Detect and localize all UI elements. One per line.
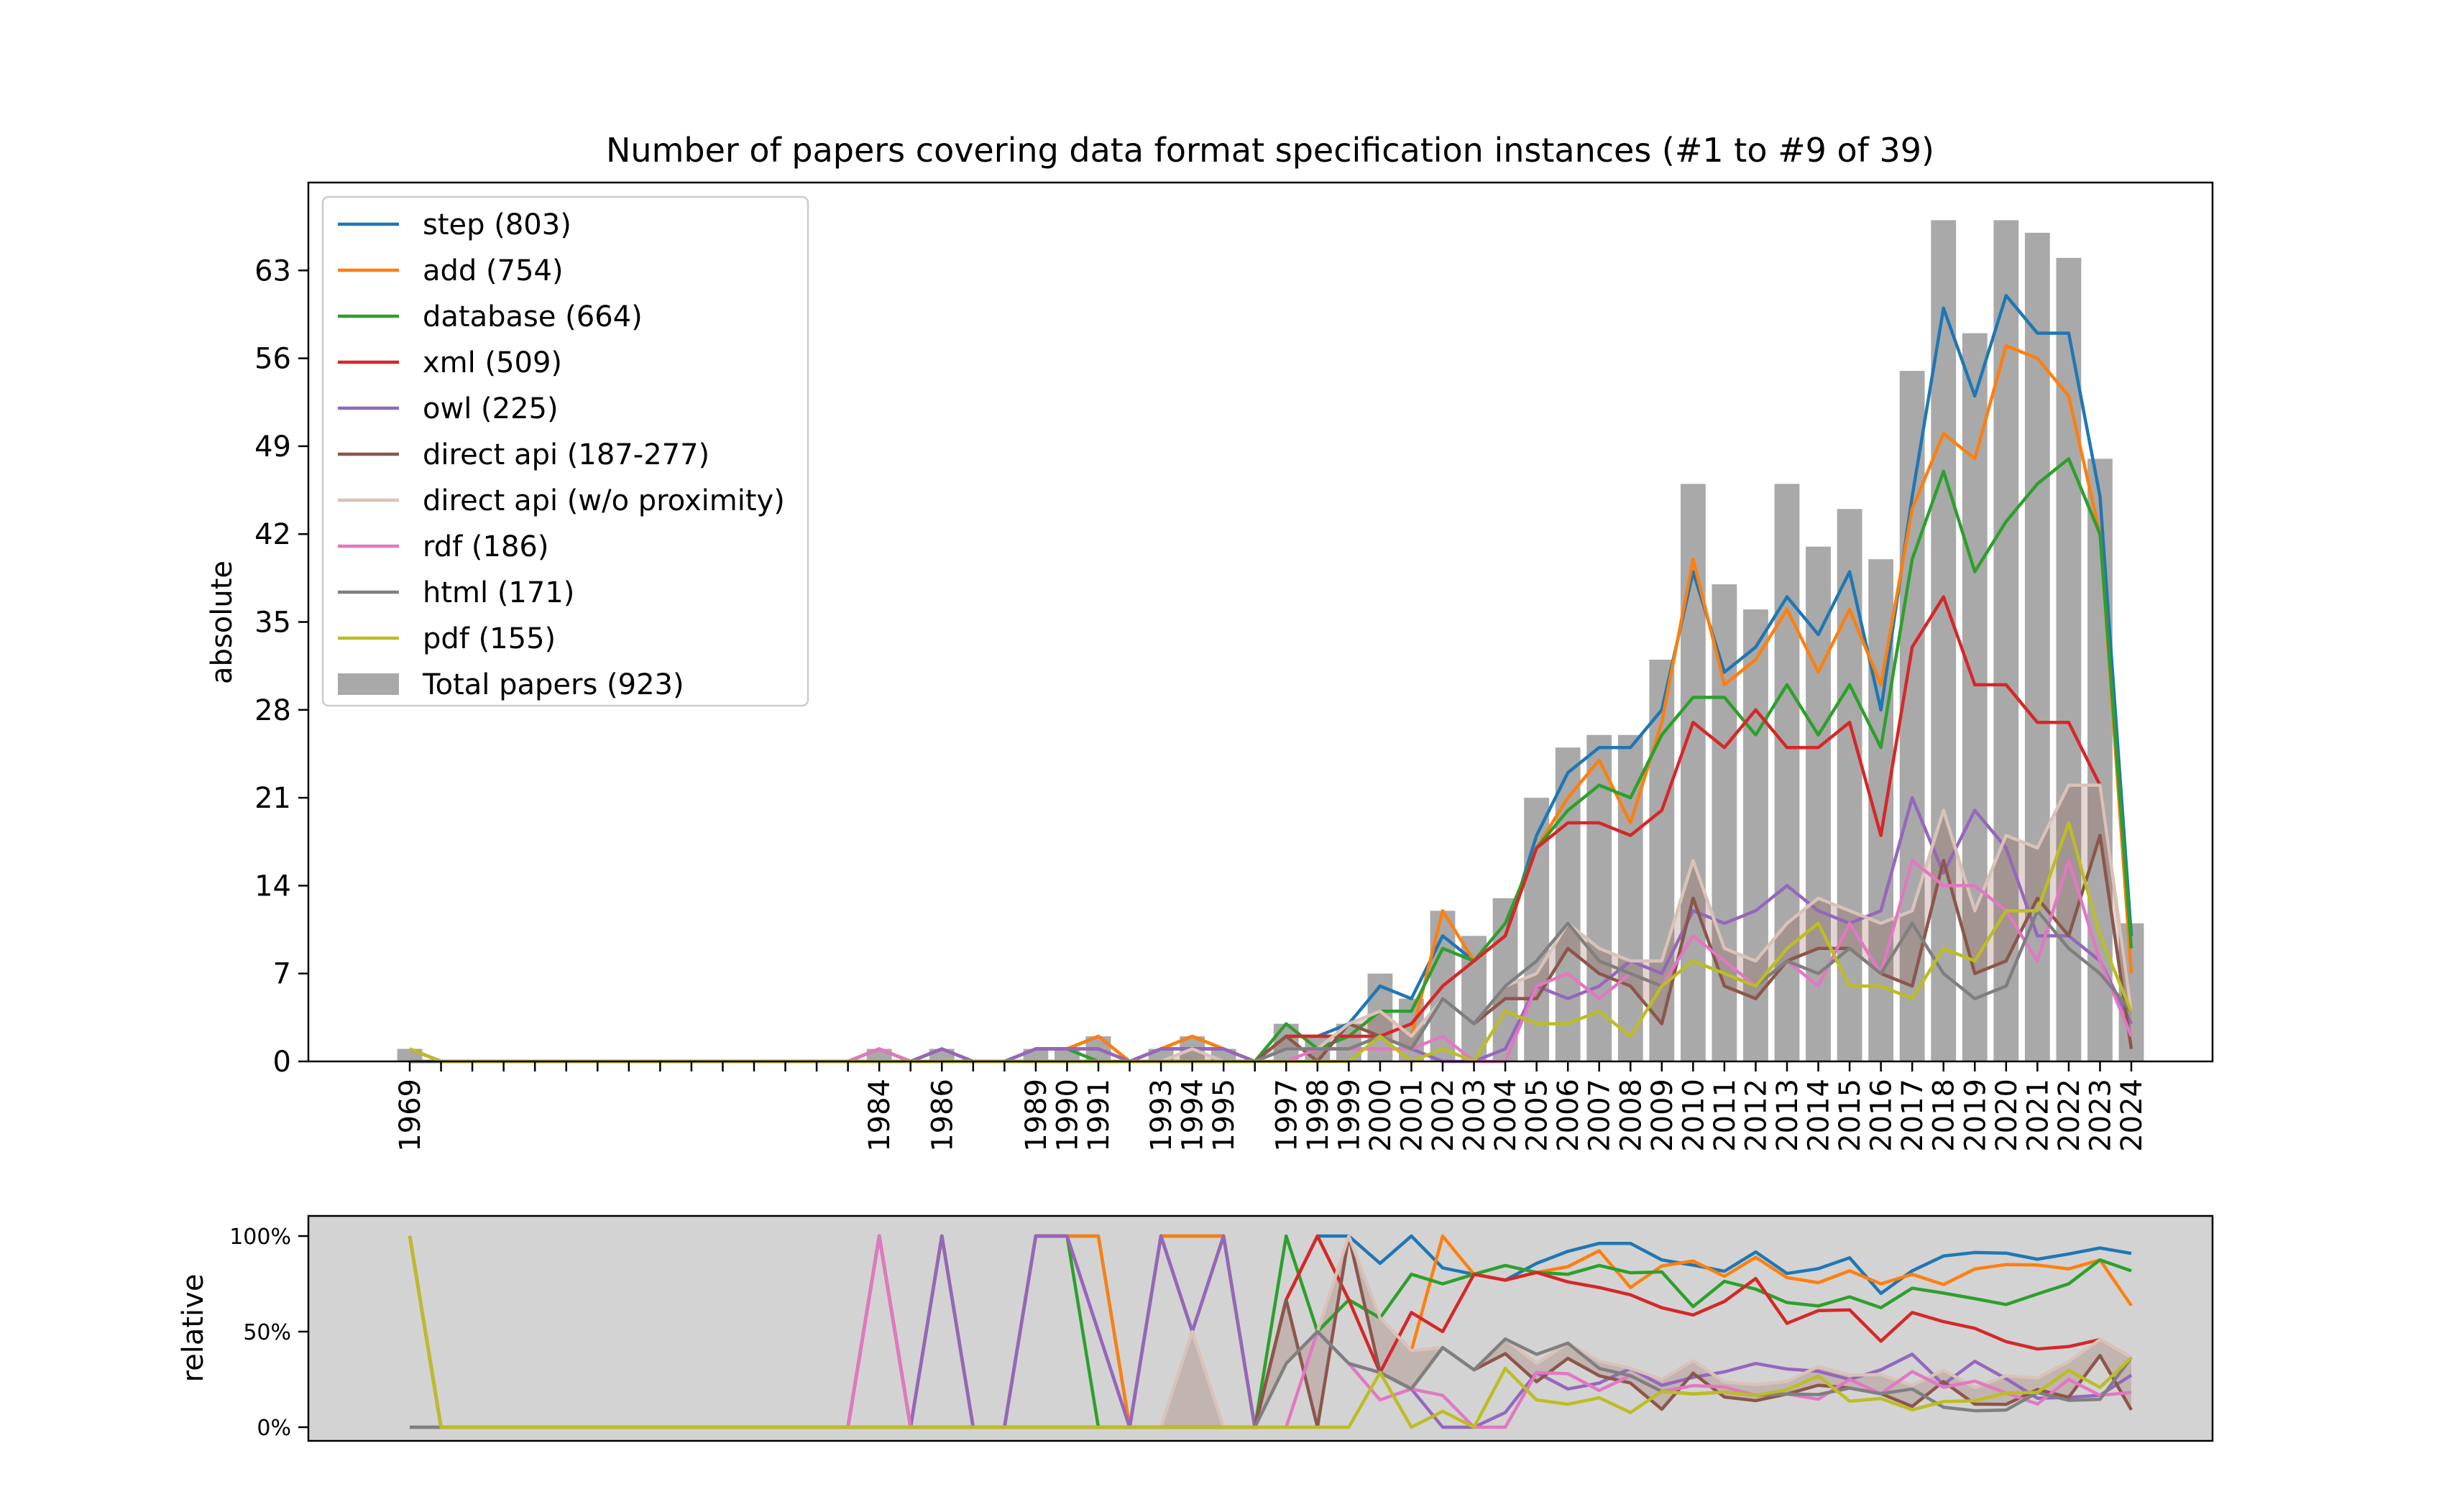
lower-axes: 0% 50% 100% relative [177,1214,2214,1442]
x-tick-label: 2024 [2115,1079,2149,1152]
y-tick-label: 28 [254,694,291,727]
y-tick-label: 21 [254,782,291,815]
x-tick-label: 1984 [863,1079,896,1152]
y-tick-label: 63 [254,254,291,287]
x-tick-label: 2017 [1896,1079,1929,1152]
x-tick-label: 2000 [1364,1079,1397,1152]
legend-label: Total papers (923) [422,668,684,701]
x-tick-label: 2013 [1771,1079,1804,1152]
x-tick-label: 1990 [1051,1079,1084,1152]
relative-y-axis-ticks: 0% 50% 100% [229,1225,308,1441]
relative-y-tick-label: 50% [243,1320,291,1345]
x-tick-label: 2019 [1959,1079,1992,1152]
bar-2008 [1617,734,1643,1061]
x-tick-label: 2010 [1677,1079,1710,1152]
y-tick-label: 0 [273,1046,291,1079]
x-tick-label: 1999 [1333,1079,1366,1152]
legend-label: html (171) [423,576,574,609]
y-axis-ticks: 0 7 14 21 28 35 42 49 56 63 [254,254,308,1079]
y-tick-label: 49 [254,430,291,464]
legend-label: xml (509) [423,346,562,379]
bar-2018 [1931,220,1957,1061]
x-tick-label: 2022 [2053,1079,2086,1152]
y-tick-label: 56 [254,343,291,376]
x-tick-label: 2023 [2084,1079,2117,1152]
x-tick-label: 2006 [1552,1079,1585,1152]
chart-title: Number of papers covering data format sp… [606,131,1934,170]
legend-label: step (803) [423,208,571,241]
x-tick-label: 2011 [1709,1079,1742,1152]
x-tick-label: 2004 [1489,1079,1522,1152]
y-tick-label: 35 [254,607,291,640]
y-tick-label: 14 [254,870,291,903]
y-axis-label: absolute [206,561,239,684]
legend-label: pdf (155) [423,622,556,655]
bar-2006 [1555,747,1581,1061]
x-tick-label: 1969 [394,1079,427,1152]
relative-direct-api-fill-area [410,1236,2131,1427]
relative-range-fill [410,1236,2131,1427]
x-tick-label: 2012 [1740,1079,1773,1152]
x-tick-label: 2021 [2021,1079,2054,1152]
x-tick-label: 2003 [1458,1079,1492,1152]
legend-label: owl (225) [423,392,559,425]
legend-label: add (754) [423,254,564,287]
lower-axes-frame [307,1214,2214,1442]
x-tick-label: 1991 [1083,1079,1116,1152]
relative-y-axis-label: relative [177,1274,210,1383]
x-tick-label: 1989 [1020,1079,1053,1152]
x-tick-label: 1998 [1302,1079,1335,1152]
x-tick-label: 2001 [1395,1079,1428,1152]
x-tick-label: 1994 [1177,1079,1210,1152]
legend-label: direct api (187-277) [423,438,709,471]
x-tick-label: 2018 [1928,1079,1961,1152]
y-tick-label: 7 [273,958,291,991]
legend: step (803) add (754) database (664) xml (50… [321,195,809,707]
legend-label: database (664) [423,300,643,333]
x-tick-label: 1997 [1270,1079,1303,1152]
x-tick-label: 2002 [1427,1079,1460,1152]
x-tick-label: 2020 [1990,1079,2023,1152]
legend-swatch [338,673,399,695]
legend-label: rdf (186) [423,530,549,563]
bar-2013 [1774,484,1800,1061]
x-tick-label: 2014 [1803,1079,1836,1152]
x-tick-label: 1995 [1208,1079,1241,1152]
x-tick-label: 1986 [926,1079,959,1152]
x-tick-label: 2005 [1521,1079,1554,1152]
relative-y-tick-label: 0% [257,1416,291,1441]
x-tick-label: 2009 [1646,1079,1679,1152]
x-tick-label: 2008 [1614,1079,1648,1152]
relative-y-tick-label: 100% [229,1225,291,1250]
legend-frame [321,195,809,707]
x-tick-label: 2015 [1834,1079,1867,1152]
legend-label: direct api (w/o proximity) [423,484,785,517]
relative-line-pdf [408,1235,2133,1429]
x-tick-label: 2016 [1865,1079,1898,1152]
x-tick-label: 1993 [1145,1079,1178,1152]
relative-series-lines [408,1234,2133,1429]
x-tick-label: 2007 [1584,1079,1617,1152]
y-tick-label: 42 [254,518,291,551]
